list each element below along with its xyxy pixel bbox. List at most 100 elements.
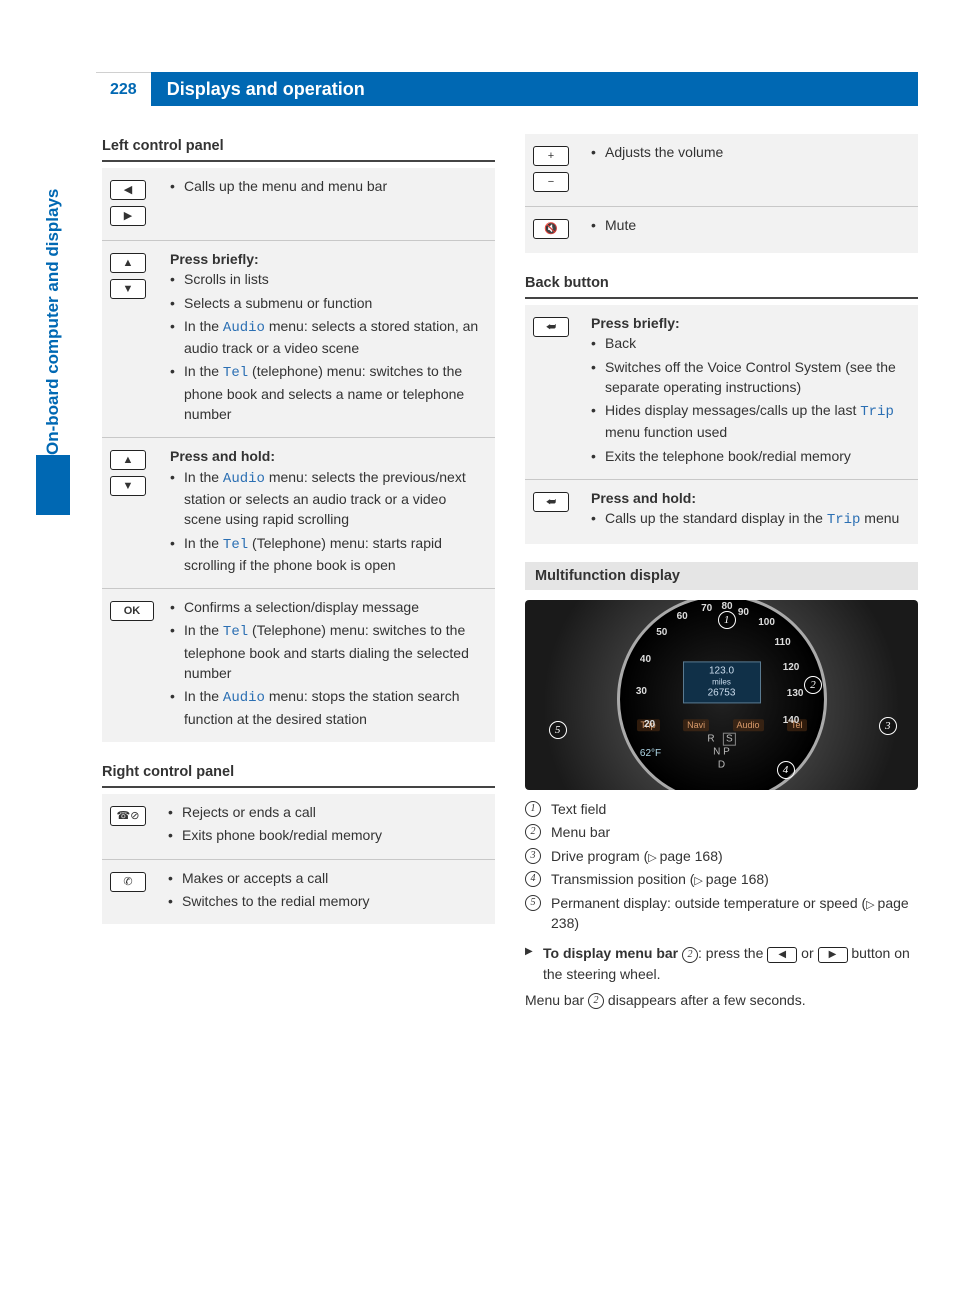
gear-d: D — [718, 759, 725, 770]
page-ref-icon: ▷ — [648, 852, 655, 864]
legend-item: 1Text field — [525, 800, 918, 820]
back-button-table: ⮨Press briefly:BackSwitches off the Voic… — [525, 305, 918, 544]
key-icon: ▲ — [110, 450, 146, 470]
table-row: OK Confirms a selection/display message In… — [102, 589, 495, 742]
gear-s: S — [723, 732, 736, 745]
side-tab-block — [36, 455, 70, 515]
description-cell: Press and hold:In the Audio menu: select… — [162, 438, 495, 589]
mono-term: Tel — [223, 365, 248, 381]
bullet-list: Calls up the standard display in the Tri… — [591, 508, 910, 530]
instrument-cluster-image: 123.0 miles 26753 TripNaviAudioTel 62°F … — [525, 600, 918, 790]
key-icon-cell: ⮨ — [525, 480, 583, 544]
page: On-board computer and displays 228 Displ… — [0, 0, 954, 1056]
list-item: In the Audio menu: selects the previous/… — [170, 467, 487, 530]
key-icon-cell: ▲▼ — [102, 438, 162, 589]
bullet-list: BackSwitches off the Voice Control Syste… — [591, 333, 910, 466]
list-item: Switches to the redial memory — [168, 891, 487, 911]
volume-table: +− Adjusts the volume 🔇 Mute — [525, 134, 918, 253]
key-icon: 🔇 — [533, 219, 569, 239]
bullet-list: Makes or accepts a call Switches to the r… — [168, 868, 487, 912]
gauge-menu-item: Audio — [733, 719, 764, 731]
gauge-tick: 130 — [787, 689, 804, 700]
key-icon: ◀ — [110, 180, 146, 200]
legend-item: 4Transmission position (▷ page 168) — [525, 870, 918, 890]
page-title: Displays and operation — [151, 72, 918, 106]
lead-text: Press and hold: — [170, 446, 487, 466]
gauge-tick: 140 — [783, 715, 800, 726]
gauge-tick: 50 — [656, 627, 667, 638]
list-item: Calls up the menu and menu bar — [170, 176, 487, 196]
page-ref-icon: ▷ — [694, 875, 701, 887]
list-item: Confirms a selection/display message — [170, 597, 487, 617]
right-panel-table: ☎⊘ Rejects or ends a callExits phone book… — [102, 794, 495, 924]
lead-text: Press and hold: — [591, 488, 910, 508]
gauge-tick: 60 — [677, 611, 688, 622]
list-item: Switches off the Voice Control System (s… — [591, 357, 910, 398]
gauge-tick: 30 — [636, 687, 647, 698]
inline-marker: 2 — [588, 993, 604, 1009]
key-icon: ▲ — [110, 253, 146, 273]
key-icon: ☎⊘ — [110, 806, 146, 826]
inline-marker: 2 — [682, 947, 698, 963]
callout-marker: 4 — [777, 761, 795, 779]
bullet-list: Scrolls in listsSelects a submenu or fun… — [170, 269, 487, 424]
gauge-temp: 62°F — [640, 748, 661, 759]
list-item: Makes or accepts a call — [168, 868, 487, 888]
gauge-tick: 40 — [640, 654, 651, 665]
key-icon-cell: ◀▶ — [102, 168, 162, 241]
mono-term: Trip — [827, 512, 861, 528]
callout-marker: 5 — [549, 721, 567, 739]
callout-marker: 1 — [718, 611, 736, 629]
table-row: ✆ Makes or accepts a call Switches to the … — [102, 859, 495, 924]
callout-marker: 3 — [879, 717, 897, 735]
key-icon-cell: +− — [525, 134, 583, 207]
mono-term: Tel — [223, 624, 248, 640]
list-item: Adjusts the volume — [591, 142, 910, 162]
lead-text: Press briefly: — [170, 249, 487, 269]
closing-para: Menu bar 2 disappears after a few second… — [525, 990, 918, 1010]
legend-item: 3Drive program (▷ page 168) — [525, 847, 918, 867]
right-panel-heading: Right control panel — [102, 760, 495, 788]
description-cell: Press and hold:Calls up the standard dis… — [583, 480, 918, 544]
key-icon: ▼ — [110, 279, 146, 299]
table-row: ⮨Press and hold:Calls up the standard di… — [525, 480, 918, 544]
list-item: Selects a submenu or function — [170, 293, 487, 313]
bullet-list: Confirms a selection/display message In t… — [170, 597, 487, 729]
gear-np: N P — [713, 746, 730, 757]
list-item: Rejects or ends a call — [168, 802, 487, 822]
list-item: In the Tel (telephone) menu: switches to… — [170, 361, 487, 424]
left-panel-table: ◀▶Calls up the menu and menu bar▲▼Press … — [102, 168, 495, 742]
bullet-list: Calls up the menu and menu bar — [170, 176, 487, 196]
description-cell: Press briefly:BackSwitches off the Voice… — [583, 305, 918, 480]
key-icon: ⮨ — [533, 317, 569, 337]
key-icon-cell: ✆ — [102, 859, 160, 924]
step-bold: To display menu bar — [543, 945, 682, 961]
callout-marker: 2 — [804, 676, 822, 694]
table-row: 🔇 Mute — [525, 207, 918, 254]
legend-list: 1Text field2Menu bar3Drive program (▷ pa… — [525, 800, 918, 934]
gauge-gear: R S N P D — [707, 732, 735, 771]
legend-marker: 3 — [525, 848, 541, 864]
list-item: In the Audio menu: stops the station sea… — [170, 686, 487, 729]
inline-key-right: ▶ — [818, 947, 848, 963]
description-cell: Calls up the menu and menu bar — [162, 168, 495, 241]
legend-item: 5Permanent display: outside temperature … — [525, 894, 918, 933]
back-button-heading: Back button — [525, 271, 918, 299]
description-cell: Mute — [583, 207, 918, 254]
key-icon: ▶ — [110, 206, 146, 226]
list-item: In the Audio menu: selects a stored stat… — [170, 316, 487, 359]
gauge-menu-item: Navi — [683, 719, 709, 731]
multifunction-heading: Multifunction display — [525, 562, 918, 590]
header-bar: 228 Displays and operation — [96, 72, 918, 106]
content-columns: Left control panel ◀▶Calls up the menu a… — [102, 134, 918, 1016]
description-cell: Rejects or ends a callExits phone book/r… — [160, 794, 495, 859]
legend-marker: 4 — [525, 871, 541, 887]
side-tab-label: On-board computer and displays — [36, 155, 70, 455]
legend-marker: 2 — [525, 824, 541, 840]
list-item: Hides display messages/calls up the last… — [591, 400, 910, 443]
step-instruction: To display menu bar 2: press the ◀ or ▶ … — [525, 943, 918, 984]
key-icon-cell: OK — [102, 589, 162, 742]
gauge-tick: 110 — [775, 638, 791, 649]
key-icon-cell: ☎⊘ — [102, 794, 160, 859]
inline-key-left: ◀ — [767, 947, 797, 963]
